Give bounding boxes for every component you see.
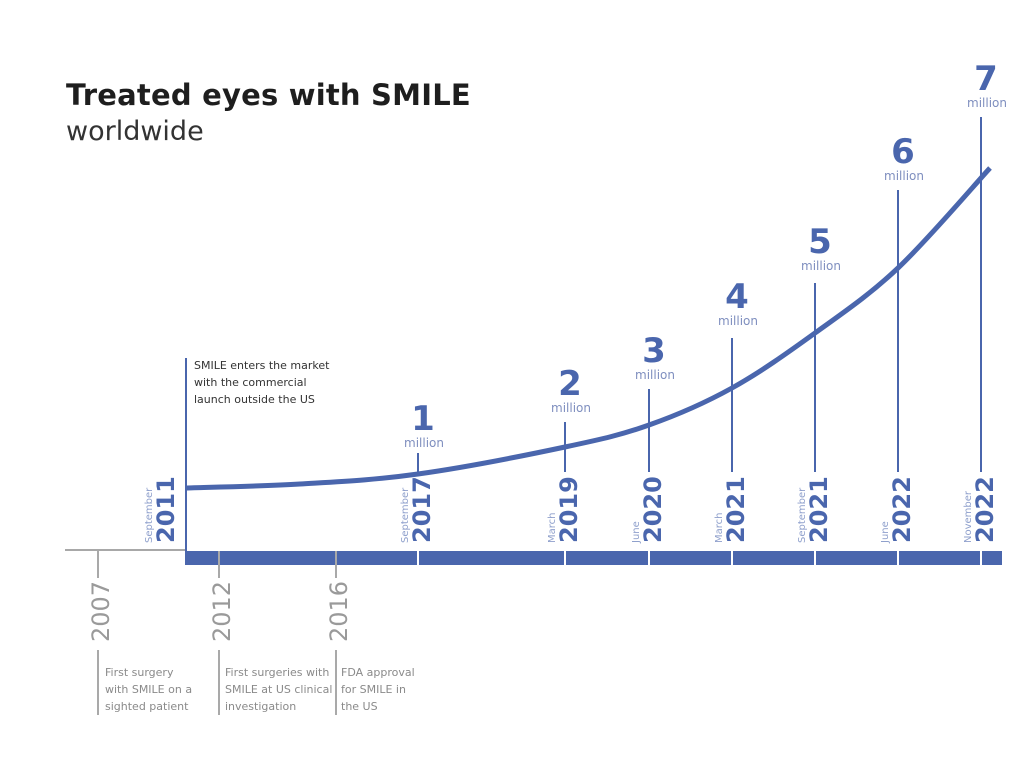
milestone-value: 7 [974, 59, 998, 99]
milestone-unit: million [967, 96, 1007, 110]
event-year: 2012 [208, 581, 236, 642]
milestone-year: 2021 [805, 476, 833, 543]
milestone-value: 4 [725, 277, 749, 317]
milestone-month: June [880, 521, 891, 544]
milestone-month: June [631, 521, 642, 544]
event-note-line: sighted patient [105, 700, 189, 713]
event-note-line: First surgeries with [225, 666, 330, 679]
milestone-value: 3 [642, 331, 666, 371]
milestone-unit: million [801, 259, 841, 273]
milestone-month: March [714, 513, 725, 543]
launch-note-line: SMILE enters the market [194, 359, 330, 372]
milestone-value: 2 [558, 364, 582, 404]
milestone-value: 6 [891, 132, 915, 172]
event-note-line: for SMILE in [341, 683, 406, 696]
milestone-year: 2020 [639, 476, 667, 543]
milestone-value: 1 [411, 399, 435, 439]
event-year: 2007 [87, 581, 115, 642]
milestone-unit: million [404, 436, 444, 450]
milestone-month: September [400, 487, 411, 543]
milestone-year: 2021 [722, 476, 750, 543]
event-note-line: investigation [225, 700, 297, 713]
milestone-unit: million [551, 401, 591, 415]
milestone-month: March [547, 513, 558, 543]
launch-note: SMILE enters the market with the commerc… [194, 357, 329, 408]
launch-note-line: launch outside the US [194, 393, 315, 406]
milestone-unit: million [884, 169, 924, 183]
start-month: September [144, 487, 155, 543]
milestone-year: 2022 [971, 476, 999, 543]
event-note-line: First surgery [105, 666, 174, 679]
milestone-unit: million [718, 314, 758, 328]
event-year-text: 2007 [87, 581, 115, 642]
event-note-line: the US [341, 700, 378, 713]
milestone-year: 2022 [888, 476, 916, 543]
event-year-text: 2016 [325, 581, 353, 642]
event-note-line: SMILE at US clinical [225, 683, 333, 696]
event-year-text: 2012 [208, 581, 236, 642]
event-note-line: FDA approval [341, 666, 415, 679]
growth-curve [185, 166, 992, 491]
event-year: 2016 [325, 581, 353, 642]
event-note-line: with SMILE on a [105, 683, 193, 696]
milestone-month: September [797, 487, 808, 543]
start-year: 2011 [152, 476, 180, 543]
timeline-bar [185, 551, 1002, 565]
milestone-year: 2017 [408, 476, 436, 543]
milestone-month: November [963, 490, 974, 543]
event-note-2012: First surgeries with SMILE at US clinica… [225, 664, 332, 715]
chart-title: Treated eyes with SMILE [66, 78, 471, 112]
chart-subtitle: worldwide [66, 116, 204, 147]
milestone-value: 5 [808, 222, 832, 262]
launch-note-line: with the commercial [194, 376, 307, 389]
milestone-year: 2019 [555, 476, 583, 543]
event-note-2007: First surgery with SMILE on a sighted pa… [105, 664, 192, 715]
milestone-unit: million [635, 368, 675, 382]
event-note-2016: FDA approval for SMILE in the US [341, 664, 415, 715]
